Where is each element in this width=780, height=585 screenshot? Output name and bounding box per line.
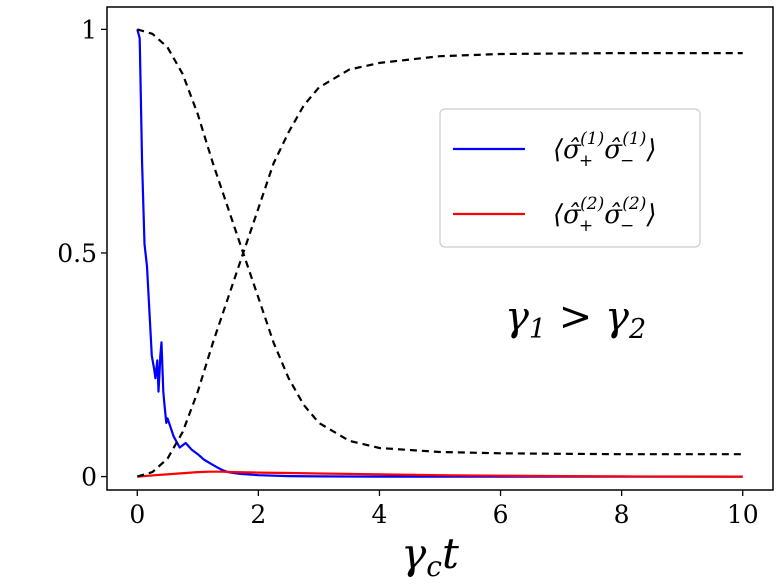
annotation-gamma-relation: γ1 > γ2: [505, 294, 646, 345]
x-tick-label: 8: [614, 500, 630, 529]
series-line-1: [136, 29, 743, 478]
y-tick-label: 0.5: [57, 239, 97, 268]
legend: ⟨σ̂+(1)σ̂−(1)⟩ ⟨σ̂+(2)σ̂−(2)⟩: [439, 108, 701, 248]
x-tick-label: 2: [250, 500, 266, 529]
x-axis-label: γct: [401, 529, 459, 583]
y-tick-label: 0: [81, 463, 97, 492]
x-tick-label: 10: [727, 500, 759, 529]
series-layer: [136, 28, 743, 478]
y-tick-label: 1: [81, 15, 97, 44]
series-line-4: [136, 52, 743, 478]
legend-entry-label: ⟨σ̂+(2)σ̂−(2)⟩: [553, 194, 657, 236]
x-tick-label: 6: [493, 500, 509, 529]
x-tick-label: 4: [372, 500, 388, 529]
legend-box: [439, 108, 701, 248]
ticks-layer: 0 2 4 6 8 10 0 0.5 1: [57, 15, 758, 529]
series-line-2: [137, 470, 743, 478]
legend-entry-label: ⟨σ̂+(1)σ̂−(1)⟩: [553, 129, 657, 171]
x-tick-label: 0: [129, 500, 145, 529]
series-line-3: [136, 28, 743, 456]
plot-frame: [106, 6, 774, 491]
